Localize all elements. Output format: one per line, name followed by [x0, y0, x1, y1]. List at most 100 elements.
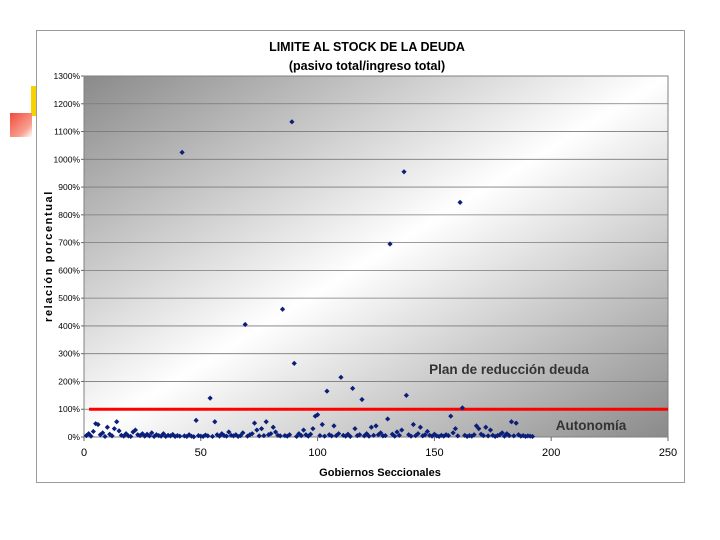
data-point: [315, 412, 321, 418]
data-point: [525, 433, 531, 439]
data-point: [200, 433, 206, 440]
data-point: [263, 419, 269, 425]
data-point: [160, 431, 167, 437]
data-point: [499, 430, 505, 436]
data-point: [265, 432, 272, 438]
data-point: [300, 427, 307, 433]
data-point: [249, 431, 255, 437]
y-tick-label: 1200%: [54, 99, 81, 109]
data-point: [347, 433, 353, 440]
data-point: [242, 321, 248, 328]
data-point: [83, 433, 89, 439]
x-tick-label: 150: [425, 447, 443, 459]
data-point: [336, 431, 342, 437]
data-point: [497, 432, 503, 438]
y-tick-label: 1300%: [54, 71, 81, 81]
data-point: [174, 433, 181, 439]
data-point: [476, 426, 482, 432]
data-point: [207, 395, 213, 401]
x-tick-label: 50: [195, 447, 207, 459]
data-point: [352, 426, 358, 432]
data-point: [111, 426, 117, 432]
data-point: [420, 433, 426, 439]
data-point: [289, 119, 295, 125]
data-point: [223, 433, 230, 439]
data-point: [100, 430, 106, 436]
data-point: [319, 421, 325, 428]
data-point: [282, 433, 288, 439]
data-point: [492, 433, 498, 440]
data-point: [396, 432, 402, 438]
data-point: [298, 433, 304, 439]
data-point: [237, 433, 244, 439]
y-tick-label: 300%: [58, 349, 80, 359]
x-tick-label: 200: [542, 447, 560, 459]
data-point: [427, 432, 433, 438]
chart-title: LIMITE AL STOCK DE LA DEUDA: [269, 40, 465, 54]
data-point: [97, 432, 103, 438]
y-tick-label: 700%: [58, 238, 80, 248]
data-point: [296, 431, 302, 437]
data-point: [522, 433, 529, 440]
data-point: [513, 420, 519, 426]
data-point: [529, 433, 536, 440]
data-point: [193, 417, 199, 423]
data-point: [471, 432, 477, 438]
data-point: [312, 413, 318, 419]
data-point: [128, 433, 134, 440]
data-point: [114, 419, 120, 425]
y-axis-label: relación porcentual: [43, 190, 55, 322]
data-point: [102, 433, 108, 440]
data-point: [139, 431, 145, 437]
data-point: [511, 433, 517, 439]
data-point: [177, 433, 183, 439]
data-point: [331, 423, 337, 429]
data-point: [118, 432, 124, 438]
data-point: [487, 427, 494, 433]
slide-decoration-red-square: [10, 113, 32, 137]
data-point: [354, 433, 360, 439]
data-point: [146, 433, 153, 439]
data-point: [219, 431, 225, 437]
y-tick-label: 500%: [58, 293, 80, 303]
chart-area: LIMITE AL STOCK DE LA DEUDA (pasivo tota…: [36, 30, 685, 483]
y-tick-label: 1000%: [54, 154, 81, 164]
data-point: [457, 199, 463, 205]
data-point: [123, 431, 129, 437]
data-point: [151, 433, 157, 440]
data-point: [448, 413, 454, 419]
data-point: [179, 149, 185, 155]
data-point: [490, 432, 496, 438]
data-point: [485, 433, 491, 439]
x-axis-ticks: 0 50 100 150 200 250: [81, 437, 677, 459]
data-point: [184, 433, 190, 440]
scatter-chart: LIMITE AL STOCK DE LA DEUDA (pasivo tota…: [43, 40, 677, 479]
data-point: [109, 433, 115, 439]
data-point: [357, 432, 363, 438]
data-point: [226, 429, 232, 435]
data-point: [212, 419, 218, 425]
data-point: [181, 433, 188, 439]
data-point: [413, 433, 419, 439]
data-point: [480, 433, 487, 439]
y-tick-label: 900%: [58, 182, 80, 192]
data-point: [275, 432, 281, 438]
x-tick-label: 100: [308, 447, 326, 459]
data-point: [445, 433, 452, 439]
data-point: [415, 431, 421, 437]
chart-subtitle: (pasivo total/ingreso total): [289, 59, 445, 73]
data-point: [86, 431, 92, 437]
x-tick-label: 250: [659, 447, 677, 459]
data-point: [261, 433, 267, 439]
data-point: [452, 426, 459, 432]
annotation-plan-reduccion: Plan de reducción deuda: [429, 362, 589, 377]
data-point: [403, 392, 409, 398]
y-tick-label: 0%: [68, 432, 81, 442]
data-point: [235, 433, 241, 440]
data-point: [392, 433, 398, 439]
data-point: [378, 430, 384, 436]
data-point: [307, 431, 314, 437]
y-tick-label: 800%: [58, 210, 80, 220]
data-point: [455, 433, 461, 439]
plot-area: [83, 75, 669, 438]
